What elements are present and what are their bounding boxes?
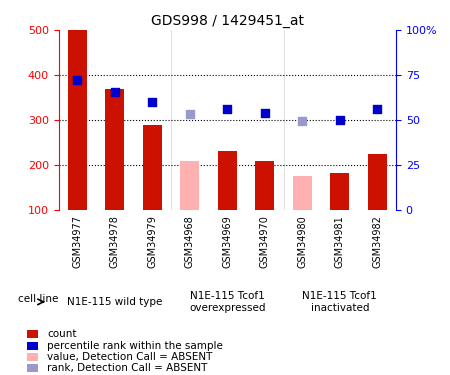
Point	[299, 118, 306, 124]
FancyBboxPatch shape	[27, 364, 38, 372]
Text: GSM34982: GSM34982	[372, 215, 382, 268]
Bar	[368, 154, 387, 210]
Text: GSM34979: GSM34979	[147, 215, 157, 268]
Text: percentile rank within the sample: percentile rank within the sample	[47, 340, 223, 351]
Bar	[143, 125, 162, 210]
Text: rank, Detection Call = ABSENT: rank, Detection Call = ABSENT	[47, 363, 207, 373]
Bar	[330, 172, 349, 210]
Text: value, Detection Call = ABSENT: value, Detection Call = ABSENT	[47, 352, 212, 362]
Text: GSM34977: GSM34977	[72, 215, 82, 268]
Text: GSM34970: GSM34970	[260, 215, 270, 268]
Text: cell line: cell line	[18, 294, 58, 304]
Text: N1E-115 Tcof1
inactivated: N1E-115 Tcof1 inactivated	[302, 291, 377, 313]
Bar	[293, 176, 311, 210]
Bar	[256, 161, 274, 210]
Bar	[180, 160, 199, 210]
Point	[111, 89, 118, 95]
Bar	[218, 151, 237, 210]
FancyBboxPatch shape	[27, 353, 38, 361]
Text: N1E-115 Tcof1
overexpressed: N1E-115 Tcof1 overexpressed	[189, 291, 266, 313]
Point	[374, 106, 381, 112]
Text: GSM34969: GSM34969	[222, 215, 232, 268]
Point	[224, 106, 231, 112]
FancyBboxPatch shape	[27, 342, 38, 350]
FancyBboxPatch shape	[27, 330, 38, 338]
Text: count: count	[47, 329, 77, 339]
Bar	[105, 88, 124, 210]
Point	[336, 117, 343, 123]
Text: GSM34981: GSM34981	[335, 215, 345, 268]
Title: GDS998 / 1429451_at: GDS998 / 1429451_at	[151, 13, 304, 28]
Text: GSM34980: GSM34980	[297, 215, 307, 268]
Text: GSM34978: GSM34978	[110, 215, 120, 268]
Bar	[68, 30, 86, 210]
Point	[186, 111, 194, 117]
Point	[261, 110, 268, 116]
Point	[148, 99, 156, 105]
Text: GSM34968: GSM34968	[185, 215, 195, 268]
Text: N1E-115 wild type: N1E-115 wild type	[67, 297, 162, 307]
Point	[74, 77, 81, 83]
